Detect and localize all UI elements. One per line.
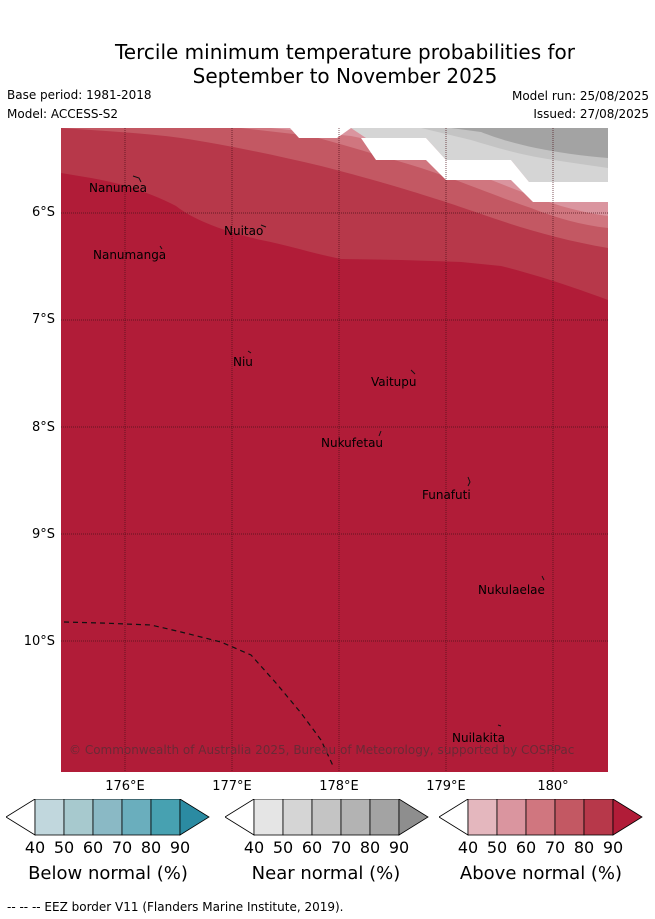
colorbar-swatch (63, 799, 94, 836)
colorbar-swatch (583, 799, 614, 836)
colorbar-swatch (34, 799, 65, 836)
lat-label: 10°S (23, 634, 55, 649)
colorbar-label-above: Above normal (%) (459, 863, 623, 884)
colorbar-tick: 70 (544, 838, 566, 857)
colorbar-swatch (496, 799, 527, 836)
lon-label: 180° (537, 779, 569, 794)
band-near-white-1 (290, 128, 351, 138)
lon-label: 177°E (212, 779, 252, 794)
place-label: Nuilakita (452, 731, 505, 745)
colorbar-label-near: Near normal (%) (251, 863, 401, 884)
place-label: Nanumea (89, 181, 147, 195)
band-near-70 (451, 128, 608, 158)
map-title: Tercile minimum temperature probabilitie… (0, 40, 655, 88)
colorbar-swatch (467, 799, 498, 836)
eez-border (63, 621, 335, 769)
colorbar-swatch (398, 799, 429, 836)
lon-label: 179°E (426, 779, 466, 794)
place-label: Vaitupu (371, 375, 417, 389)
colorbar-tick: 60 (515, 838, 537, 857)
colorbar-tick: 80 (573, 838, 595, 857)
lat-label: 7°S (31, 312, 55, 327)
colorbar-swatch (225, 799, 255, 836)
lat-label: 8°S (31, 420, 55, 435)
colorbar-swatch (253, 799, 284, 836)
colorbar-tick: 40 (243, 838, 265, 857)
colorbar-swatch (369, 799, 400, 836)
map-canvas (61, 128, 608, 772)
colorbar-tick: 70 (330, 838, 352, 857)
colorbar-swatch (179, 799, 210, 836)
band-near-white-2 (361, 138, 608, 202)
place-label: Nukufetau (321, 436, 384, 450)
island-markers (132, 175, 545, 727)
colorbar-swatch (340, 799, 371, 836)
colorbar-swatch (282, 799, 313, 836)
colorbar-swatch (439, 799, 469, 836)
model-name: Model: ACCESS-S2 (7, 107, 119, 121)
colorbar-tick: 50 (53, 838, 75, 857)
title-line-1: Tercile minimum temperature probabilitie… (114, 40, 576, 64)
colorbar-tick: 90 (602, 838, 624, 857)
place-label: Nuitao (224, 224, 264, 238)
colorbar-below-normal (6, 799, 210, 836)
colorbar-tick: 40 (457, 838, 479, 857)
model-run: Model run: 25/08/2025 (511, 89, 649, 103)
colorbar-swatch (554, 799, 585, 836)
lon-label: 176°E (105, 779, 145, 794)
base-period: Base period: 1981-2018 (7, 88, 152, 102)
colorbar-near-normal (225, 799, 429, 836)
place-label: Niu (233, 355, 253, 369)
colorbar-tick: 70 (111, 838, 133, 857)
colorbar-tick: 90 (388, 838, 410, 857)
colorbar-swatch (92, 799, 123, 836)
colorbar-swatch (525, 799, 556, 836)
probability-map (61, 128, 608, 772)
lon-label: 178°E (319, 779, 359, 794)
colorbar-tick: 90 (169, 838, 191, 857)
colorbar-swatch (121, 799, 152, 836)
colorbar-tick: 60 (82, 838, 104, 857)
colorbar-tick: 50 (272, 838, 294, 857)
colorbar-tick: 40 (24, 838, 46, 857)
colorbar-above-normal (439, 799, 643, 836)
title-line-2: September to November 2025 (192, 64, 498, 88)
colorbar-tick: 60 (301, 838, 323, 857)
colorbar-tick: 50 (486, 838, 508, 857)
lat-label: 6°S (31, 205, 55, 220)
lat-label: 9°S (31, 527, 55, 542)
place-label: Funafuti (422, 488, 471, 502)
issued-date: Issued: 27/08/2025 (533, 107, 649, 121)
colorbar-swatch (311, 799, 342, 836)
place-label: Nukulaelae (478, 583, 545, 597)
colorbar-tick: 80 (140, 838, 162, 857)
colorbar-swatch (612, 799, 643, 836)
place-label: Nanumanga (93, 248, 167, 262)
graticule (61, 128, 608, 772)
colorbar-swatch (6, 799, 36, 836)
eez-legend: -- -- -- EEZ border V11 (Flanders Marine… (7, 900, 344, 914)
colorbar-tick: 80 (359, 838, 381, 857)
copyright-credit: © Commonwealth of Australia 2025, Bureau… (69, 743, 575, 757)
colorbar-label-below: Below normal (%) (28, 863, 188, 884)
colorbar-swatch (150, 799, 181, 836)
